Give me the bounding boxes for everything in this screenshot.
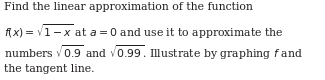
Text: Find the linear approximation of the function: Find the linear approximation of the fun… bbox=[4, 2, 253, 12]
Text: $f(x) = \sqrt{1-x}$ at $a = 0$ and use it to approximate the: $f(x) = \sqrt{1-x}$ at $a = 0$ and use i… bbox=[4, 23, 284, 41]
Text: the tangent line.: the tangent line. bbox=[4, 64, 94, 74]
Text: numbers $\sqrt{0.9}$ and $\sqrt{0.99}$. Illustrate by graphing $f$ and: numbers $\sqrt{0.9}$ and $\sqrt{0.99}$. … bbox=[4, 43, 303, 62]
